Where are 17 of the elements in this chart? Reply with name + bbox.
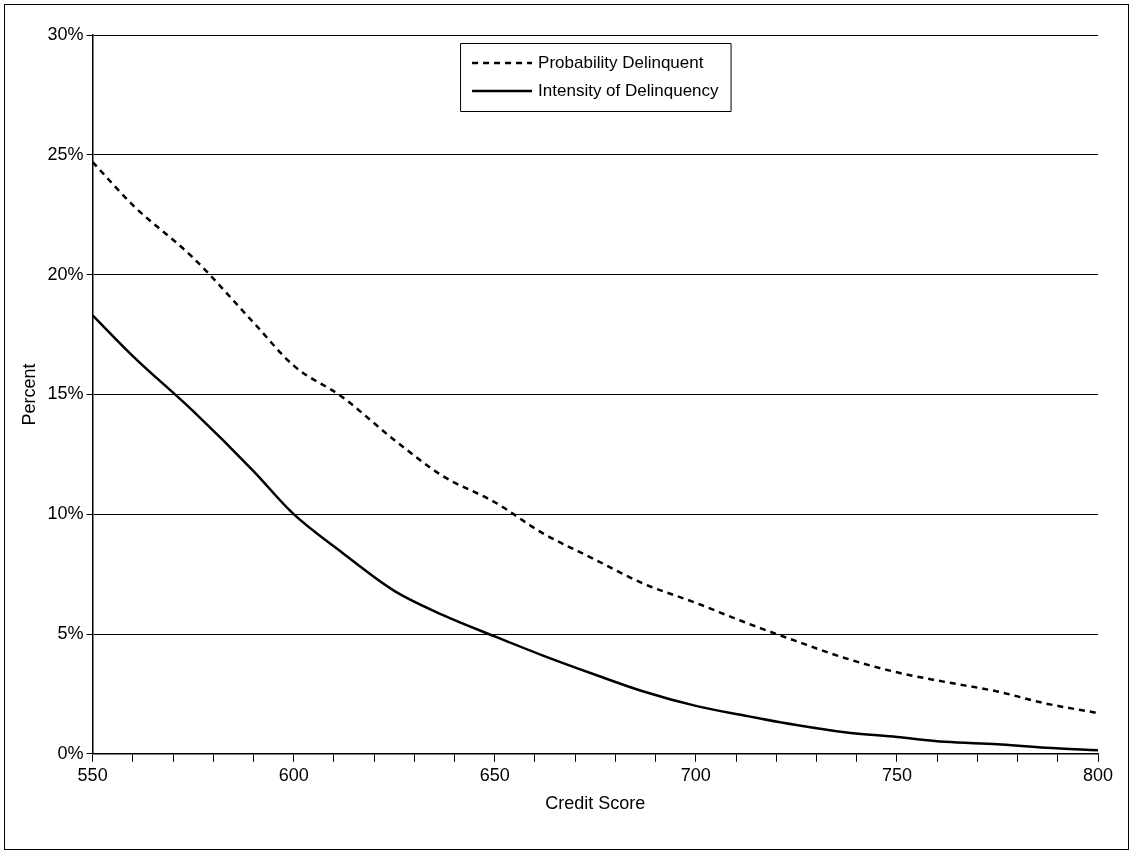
x-tick-label: 800 (1082, 764, 1114, 785)
y-axis-title: Percent (18, 363, 39, 426)
legend-label: Intensity of Delinquency (538, 80, 720, 100)
x-tick-label: 700 (680, 764, 711, 785)
y-tick-label: 5% (57, 622, 84, 643)
y-tick-label: 30% (47, 23, 84, 44)
x-tick-label: 600 (278, 764, 309, 785)
y-tick-label: 20% (47, 263, 84, 284)
y-tick-label: 0% (57, 742, 84, 763)
x-tick-label: 650 (479, 764, 510, 785)
y-tick-label: 10% (47, 503, 84, 524)
x-tick-label: 750 (881, 764, 912, 785)
legend-label: Probability Delinquent (538, 52, 704, 72)
x-axis-title: Credit Score (545, 793, 646, 814)
y-tick-label: 25% (47, 143, 84, 164)
x-tick-label: 550 (77, 764, 108, 785)
y-tick-label: 15% (47, 383, 84, 404)
